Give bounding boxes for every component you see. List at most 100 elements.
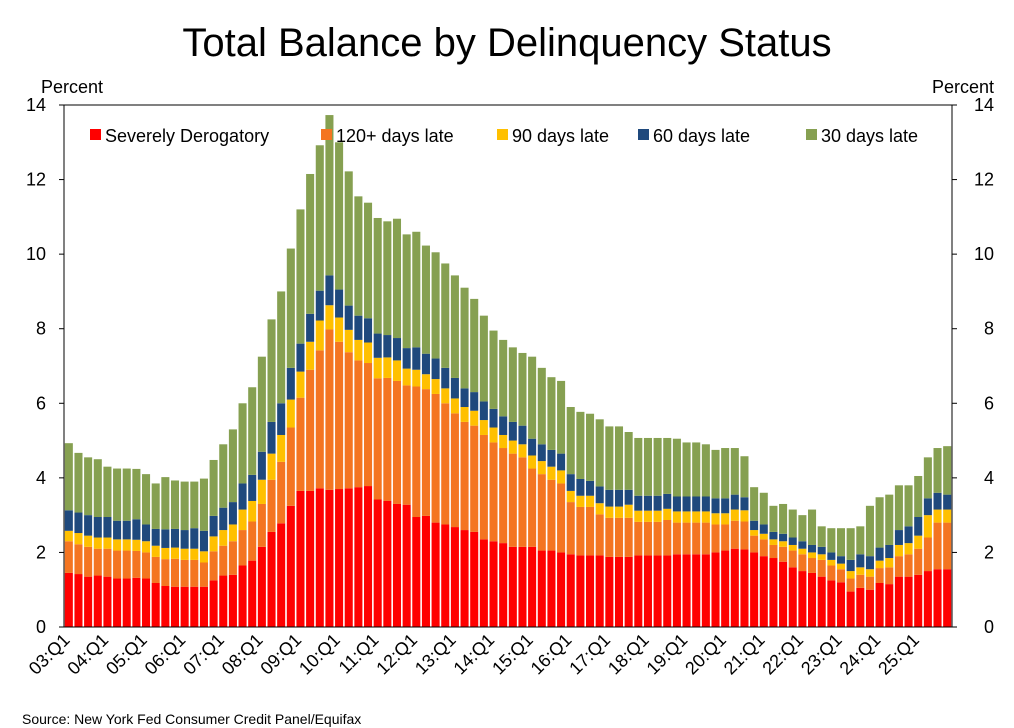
- bar-segment-120-days-late: [528, 468, 537, 547]
- bar-segment-90-days-late: [576, 495, 585, 507]
- y-tick-label-left: 0: [36, 617, 46, 637]
- bar-segment-90-days-late: [412, 369, 421, 387]
- bar-segment-severely-derogatory: [788, 567, 797, 627]
- bar-segment-120-days-late: [740, 521, 749, 550]
- bar-segment-severely-derogatory: [344, 488, 353, 627]
- bar-segment-120-days-late: [730, 520, 739, 549]
- bar-segment-30-days-late: [663, 437, 672, 494]
- x-tick-label: 12:Q1: [372, 630, 421, 679]
- bar-segment-60-days-late: [846, 559, 855, 572]
- bar-segment-30-days-late: [460, 287, 469, 389]
- x-tick-label: 09:Q1: [256, 630, 305, 679]
- bar-segment-30-days-late: [499, 339, 508, 417]
- bar-segment-90-days-late: [711, 513, 720, 525]
- bar-segment-120-days-late: [122, 550, 131, 579]
- bar-segment-120-days-late: [586, 506, 595, 556]
- bar-segment-30-days-late: [228, 429, 237, 503]
- legend-label: Severely Derogatory: [105, 126, 269, 146]
- y-ticks-left: 0 2 4 6 8 10 12 14: [26, 95, 64, 637]
- bar-segment-90-days-late: [103, 537, 112, 549]
- bar-segment-60-days-late: [286, 367, 295, 400]
- bar-segment-120-days-late: [113, 550, 122, 579]
- y-tick-label-right: 6: [984, 393, 994, 413]
- x-tick-label: 18:Q1: [604, 630, 653, 679]
- bar-segment-120-days-late: [161, 559, 170, 586]
- bar-segment-severely-derogatory: [808, 572, 817, 627]
- bar-segment-30-days-late: [315, 145, 324, 291]
- bar-segment-severely-derogatory: [508, 546, 517, 627]
- bar-segment-90-days-late: [914, 535, 923, 549]
- bar-segment-90-days-late: [248, 500, 257, 522]
- bar-segment-30-days-late: [306, 173, 315, 314]
- bar-segment-severely-derogatory: [238, 565, 247, 627]
- bar-segment-30-days-late: [470, 298, 479, 393]
- bar-segment-90-days-late: [113, 539, 122, 551]
- bar-segment-severely-derogatory: [364, 486, 373, 627]
- bar-segment-30-days-late: [354, 196, 363, 316]
- y-tick-label-left: 14: [26, 95, 46, 115]
- y-tick-label-right: 0: [984, 617, 994, 637]
- bar-segment-120-days-late: [431, 393, 440, 523]
- bar-segment-30-days-late: [865, 505, 874, 557]
- bar-segment-120-days-late: [865, 576, 874, 590]
- bar-segment-severely-derogatory: [441, 524, 450, 627]
- bar-segment-120-days-late: [798, 554, 807, 572]
- x-tick-label: 07:Q1: [179, 630, 228, 679]
- bar-segment-90-days-late: [296, 371, 305, 398]
- bar-segment-30-days-late: [219, 444, 228, 508]
- bar-segment-120-days-late: [904, 554, 913, 577]
- bar-segment-30-days-late: [624, 432, 633, 490]
- bar-segment-30-days-late: [74, 452, 83, 513]
- bar-segment-30-days-late: [373, 217, 382, 334]
- bar-segment-90-days-late: [180, 548, 189, 560]
- bar-segment-30-days-late: [711, 449, 720, 499]
- bar-segment-severely-derogatory: [296, 490, 305, 627]
- bar-segment-60-days-late: [93, 517, 102, 538]
- bar-segment-60-days-late: [643, 495, 652, 511]
- bar-segment-90-days-late: [373, 357, 382, 379]
- bar-segment-60-days-late: [566, 474, 575, 491]
- bar-segment-60-days-late: [460, 388, 469, 408]
- bar-segment-120-days-late: [634, 521, 643, 556]
- bar-segment-90-days-late: [306, 341, 315, 370]
- bar-segment-120-days-late: [286, 427, 295, 506]
- bar-segment-60-days-late: [779, 533, 788, 542]
- bar-segment-60-days-late: [672, 496, 681, 512]
- bar-segment-60-days-late: [122, 520, 131, 540]
- bar-segment-30-days-late: [335, 142, 344, 290]
- bar-segment-severely-derogatory: [663, 555, 672, 627]
- bar-segment-120-days-late: [354, 360, 363, 488]
- bar-segment-90-days-late: [614, 506, 624, 518]
- bar-segment-120-days-late: [142, 552, 151, 579]
- y-tick-label-right: 14: [974, 95, 994, 115]
- bar-segment-severely-derogatory: [470, 531, 479, 627]
- bar-segment-30-days-late: [933, 448, 942, 493]
- bar-segment-90-days-late: [286, 399, 295, 428]
- bar-segment-120-days-late: [257, 503, 266, 547]
- bar-segment-120-days-late: [769, 544, 778, 559]
- y-tick-label-left: 2: [36, 542, 46, 562]
- bar-segment-severely-derogatory: [392, 503, 402, 627]
- bar-segment-30-days-late: [267, 319, 276, 422]
- bar-segment-90-days-late: [528, 455, 537, 469]
- y-tick-label-left: 4: [36, 468, 46, 488]
- bar-segment-120-days-late: [383, 377, 392, 501]
- bar-segment-120-days-late: [943, 522, 952, 570]
- x-tick-label: 22:Q1: [758, 630, 807, 679]
- bar-segment-120-days-late: [64, 541, 73, 573]
- x-tick-label: 03:Q1: [25, 630, 74, 679]
- bar-segment-60-days-late: [711, 498, 720, 514]
- bar-segment-severely-derogatory: [885, 584, 894, 627]
- bar-segment-60-days-late: [450, 377, 459, 399]
- bar-segment-60-days-late: [817, 546, 826, 555]
- bar-segment-60-days-late: [624, 489, 633, 505]
- bar-segment-30-days-late: [364, 202, 373, 319]
- bar-segment-60-days-late: [267, 421, 276, 454]
- bar-segment-90-days-late: [392, 360, 402, 381]
- bar-segment-severely-derogatory: [257, 546, 266, 627]
- bar-segment-120-days-late: [894, 556, 903, 577]
- y-axis-label-left: Percent: [41, 77, 103, 97]
- bar-segment-90-days-late: [238, 509, 247, 531]
- bar-segment-120-days-late: [267, 479, 276, 532]
- bar-segment-90-days-late: [344, 329, 353, 353]
